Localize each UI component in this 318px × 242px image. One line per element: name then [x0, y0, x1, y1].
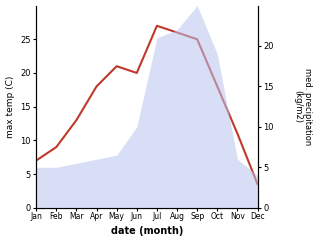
Y-axis label: med. precipitation
(kg/m2): med. precipitation (kg/m2)	[293, 68, 313, 145]
X-axis label: date (month): date (month)	[111, 227, 183, 236]
Y-axis label: max temp (C): max temp (C)	[5, 76, 15, 138]
